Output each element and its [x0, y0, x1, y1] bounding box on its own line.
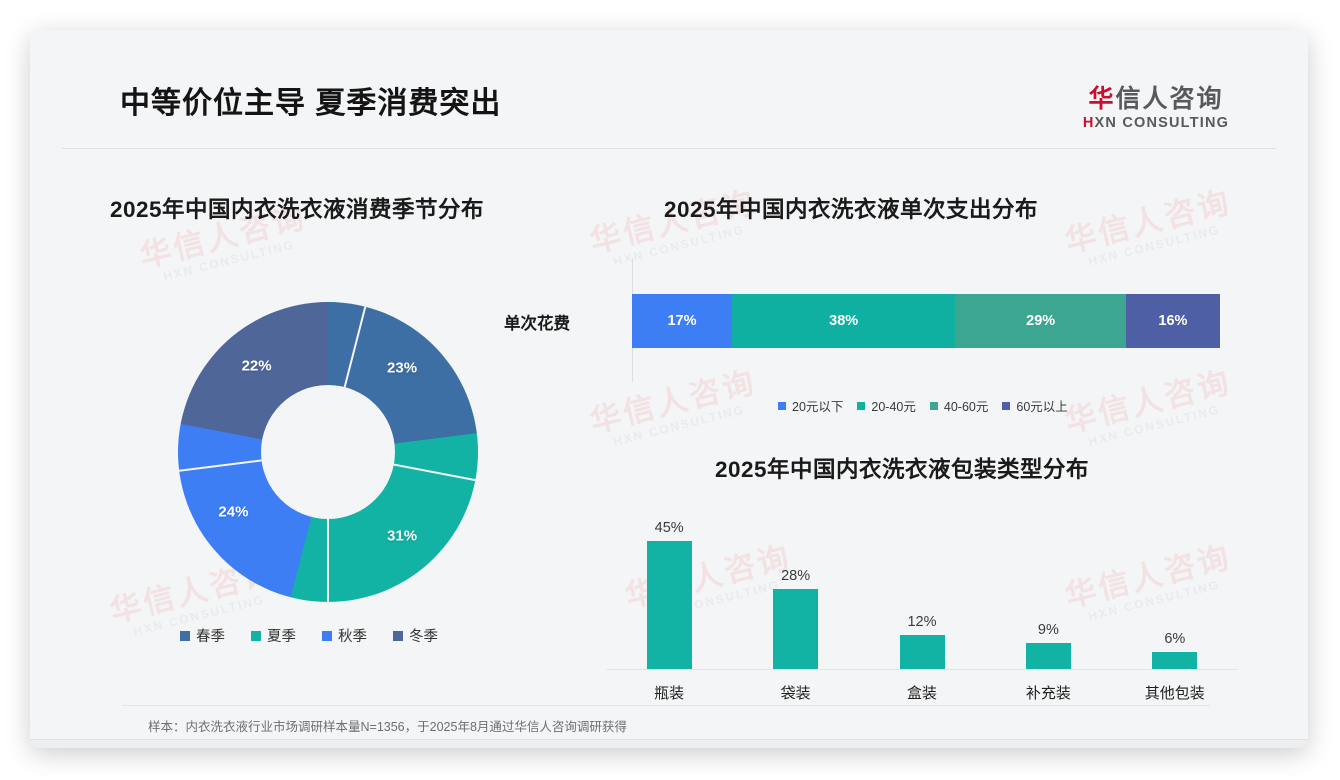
column-bar[interactable] — [1152, 651, 1198, 669]
watermark-en: HXN CONSULTING — [161, 237, 297, 284]
season-chart-title: 2025年中国内衣洗衣液消费季节分布 — [110, 197, 485, 222]
slide-card: 中等价位主导 夏季消费突出 华信人咨询 HXN CONSULTING 华信人咨询… — [30, 30, 1308, 748]
package-chart-title: 2025年中国内衣洗衣液包装类型分布 — [715, 457, 1090, 482]
slide-header: 中等价位主导 夏季消费突出 华信人咨询 HXN CONSULTING — [30, 30, 1308, 149]
column-bar[interactable] — [646, 541, 692, 669]
footer-divider — [30, 739, 1308, 740]
donut-slice-divider — [327, 452, 329, 602]
column-category-label: 盒装 — [906, 685, 938, 702]
legend-label: 20元以下 — [792, 400, 844, 414]
legend-swatch — [180, 630, 190, 641]
column-category-label: 袋装 — [780, 685, 811, 702]
logo-cn-red: 华 — [1088, 85, 1116, 113]
watermark-en: HXN CONSULTING — [611, 222, 747, 269]
watermark-en: HXN CONSULTING — [1086, 402, 1222, 449]
season-donut-chart: 23% 31% 24% 22% — [178, 302, 478, 602]
logo-en-gray: XN CONSULTING — [1094, 115, 1230, 132]
company-logo: 华信人咨询 HXN CONSULTING — [1066, 86, 1246, 131]
legend-item[interactable]: 20元以下 — [778, 396, 843, 415]
legend-swatch — [778, 401, 786, 410]
column-category-label: 其他包装 — [1144, 685, 1205, 702]
legend-item[interactable]: 春季 — [180, 625, 225, 646]
column-value-label: 9% — [1037, 622, 1059, 639]
legend-swatch — [1002, 401, 1011, 410]
column-value-label: 45% — [654, 520, 684, 537]
stacked-bar-category-label: 单次花费 — [504, 315, 570, 333]
watermark-cn: 华信人咨询 — [1061, 364, 1235, 440]
header-divider — [62, 148, 1276, 149]
page-title: 中等价位主导 夏季消费突出 — [120, 87, 502, 120]
source-note: 样本：内衣洗衣液行业市场调研样本量N=1356，于2025年8月通过华信人咨询调… — [148, 720, 627, 734]
legend-label: 40-60元 — [943, 400, 989, 414]
spend-legend: 20元以下 20-40元 40-60元 60元以上 — [778, 396, 1068, 415]
watermark: 华信人咨询 HXN CONSULTING — [1061, 184, 1239, 273]
column-bar[interactable] — [773, 589, 819, 669]
column-value-label: 12% — [907, 613, 937, 630]
legend-item[interactable]: 夏季 — [251, 625, 296, 646]
watermark-en: HXN CONSULTING — [611, 402, 747, 449]
column-value-label: 28% — [781, 568, 811, 585]
logo-cn-gray: 信人咨询 — [1115, 85, 1224, 113]
donut-slice-label: 23% — [387, 359, 418, 377]
legend-swatch — [251, 630, 261, 641]
legend-swatch — [393, 630, 403, 641]
donut-ring: 23% 31% 24% 22% — [178, 302, 478, 602]
donut-slice-label: 24% — [218, 503, 249, 521]
column-baseline — [606, 669, 1238, 670]
column-bar[interactable] — [1025, 643, 1071, 669]
spend-chart-title: 2025年中国内衣洗衣液单次支出分布 — [664, 197, 1039, 222]
legend-label: 秋季 — [338, 629, 367, 645]
legend-item[interactable]: 秋季 — [322, 625, 367, 646]
legend-item[interactable]: 20-40元 — [857, 396, 916, 415]
column-value-label: 6% — [1164, 630, 1186, 647]
stacked-bar-segment[interactable]: 17% — [632, 294, 732, 348]
legend-item[interactable]: 40-60元 — [929, 396, 989, 415]
legend-label: 夏季 — [267, 629, 296, 645]
donut-slice-label: 22% — [241, 357, 272, 375]
spend-stacked-bar: 17% 38% 29% 16% — [632, 294, 1220, 348]
donut-slice-label: 31% — [387, 527, 418, 545]
watermark: 华信人咨询 HXN CONSULTING — [1061, 364, 1239, 453]
logo-english-text: HXN CONSULTING — [1066, 115, 1246, 131]
legend-label: 20-40元 — [871, 400, 916, 414]
stacked-bar-segment[interactable]: 29% — [955, 294, 1126, 348]
legend-item[interactable]: 冬季 — [393, 625, 438, 646]
package-column-chart: 45% 瓶装 28% 袋装 12% 盒装 9% 补充装 6% 其他包装 — [606, 510, 1238, 702]
stacked-bar-segment[interactable]: 38% — [731, 294, 956, 348]
legend-swatch — [857, 401, 866, 410]
legend-swatch — [929, 401, 938, 410]
donut-center-hole — [261, 385, 395, 519]
legend-label: 冬季 — [409, 629, 438, 645]
column-category-label: 瓶装 — [654, 685, 685, 702]
note-divider — [122, 705, 1210, 706]
season-legend: 春季 夏季 秋季 冬季 — [180, 625, 438, 646]
legend-label: 60元以上 — [1016, 400, 1068, 414]
footer-bar — [30, 740, 1308, 748]
column-bar[interactable] — [899, 634, 945, 669]
logo-chinese-text: 华信人咨询 — [1066, 86, 1246, 112]
watermark-cn: 华信人咨询 — [1061, 184, 1235, 260]
legend-label: 春季 — [196, 629, 225, 645]
watermark-en: HXN CONSULTING — [1086, 222, 1222, 269]
watermark: 华信人咨询 HXN CONSULTING — [586, 364, 764, 453]
stacked-bar-segment[interactable]: 16% — [1125, 294, 1220, 348]
column-category-label: 补充装 — [1025, 685, 1071, 702]
watermark-cn: 华信人咨询 — [586, 364, 760, 440]
logo-en-red: H — [1082, 115, 1095, 132]
legend-item[interactable]: 60元以上 — [1002, 396, 1068, 415]
legend-swatch — [322, 630, 332, 641]
